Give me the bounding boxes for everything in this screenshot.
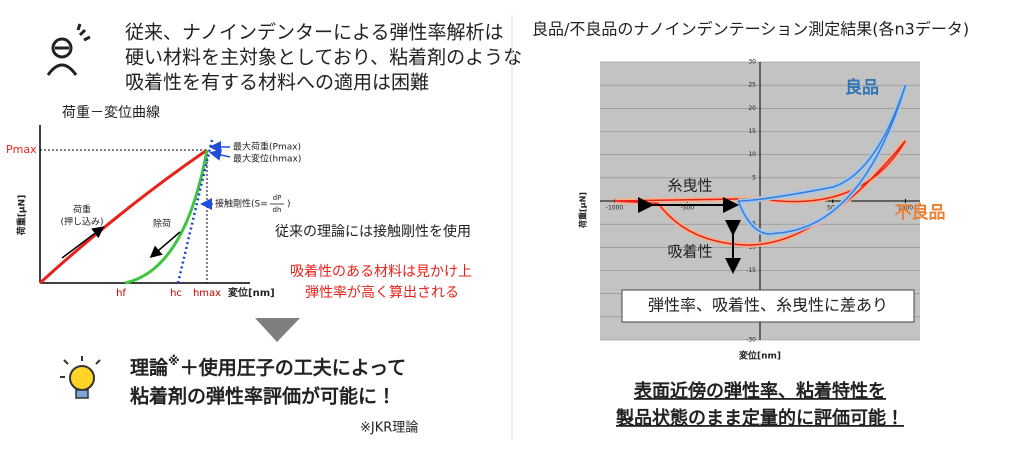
stiffness-denominator: dh <box>273 206 282 214</box>
stiffness-numerator: dP <box>273 194 282 202</box>
conclusion: 表面近傍の弾性率、粘着特性を <box>633 380 886 402</box>
intro-line: 従来、ナノインデンターによる弾性率解析は <box>125 22 503 44</box>
unload-label: 除荷 <box>153 218 171 230</box>
y-tick-label: 15 <box>748 128 756 135</box>
y-tick-label: 5 <box>752 174 756 181</box>
hmax-label: hmax <box>193 288 221 299</box>
note-text: 弾性率、吸着性、糸曳性に差あり <box>648 296 888 315</box>
stringiness-label: 糸曳性 <box>667 177 712 195</box>
person-icon <box>46 23 91 76</box>
pmax-label: Pmax <box>6 143 37 156</box>
down-arrow <box>255 318 300 342</box>
y-axis-label: 荷重[μN] <box>578 192 588 229</box>
x-tick-label: -1000 <box>606 205 624 212</box>
bad-label: 不良品 <box>895 202 946 223</box>
load-curve-diagram <box>38 125 250 285</box>
footnote: ※JKR理論 <box>360 420 418 436</box>
y-tick-label: -15 <box>746 267 756 274</box>
bulb-icon <box>60 356 101 399</box>
note-box <box>621 289 915 323</box>
hf-label: hf <box>116 288 126 299</box>
intro-line: 硬い材料を主対象としており、粘着剤のような <box>125 47 522 69</box>
stiffness-note: 従来の理論には接触剛性を使用 <box>275 223 471 240</box>
good-label: 良品 <box>845 77 879 98</box>
y-tick-label: -30 <box>746 337 756 344</box>
max-load-label: 最大荷重(Pmax) <box>233 141 301 153</box>
y-tick-label: 25 <box>748 82 756 89</box>
x-tick-label: 1000 <box>898 205 913 212</box>
y-tick-label: 30 <box>748 59 756 66</box>
y-axis-label: 荷重[μN] <box>16 195 28 236</box>
load-label: 荷重 <box>73 204 91 216</box>
x-axis-label: 変位[nm] <box>228 286 275 299</box>
result-text: 理論 <box>130 356 169 379</box>
x-tick-label: 500 <box>827 205 839 212</box>
max-disp-label: 最大変位(hmax) <box>233 153 301 165</box>
stiffness-label: 接触剛性(S= <box>215 198 268 210</box>
y-tick-label: 20 <box>748 105 756 112</box>
load-label: (押し込み) <box>60 216 103 228</box>
stiffness-close: ) <box>287 200 291 210</box>
curve-title: 荷重－変位曲線 <box>62 105 160 121</box>
y-tick-label: 10 <box>748 151 756 158</box>
hc-label: hc <box>170 288 182 299</box>
good-curve <box>737 84 907 235</box>
result-text: ＋使用圧子の工夫によって <box>180 357 406 379</box>
plot: 30252015105-5-10-15-20-25-30-1000-500500… <box>600 59 946 344</box>
result-mark: ※ <box>168 354 180 368</box>
conclusion: 製品状態のまま定量的に評価可能！ <box>615 407 904 429</box>
warning: 吸着性のある材料は見かけ上 <box>290 263 472 280</box>
right-title: 良品/不良品のナノインデンテーション測定結果(各n3データ) <box>532 20 969 39</box>
warning: 弾性率が高く算出される <box>305 284 459 301</box>
result-line: 粘着剤の弾性率評価が可能に！ <box>130 385 396 408</box>
intro-line: 吸着性を有する材料への適用は困難 <box>125 72 429 94</box>
adhesion-label: 吸着性 <box>667 243 712 261</box>
x-axis-label: 変位[nm] <box>739 350 781 362</box>
result-line: 理論※＋使用圧子の工夫によって <box>130 354 406 379</box>
